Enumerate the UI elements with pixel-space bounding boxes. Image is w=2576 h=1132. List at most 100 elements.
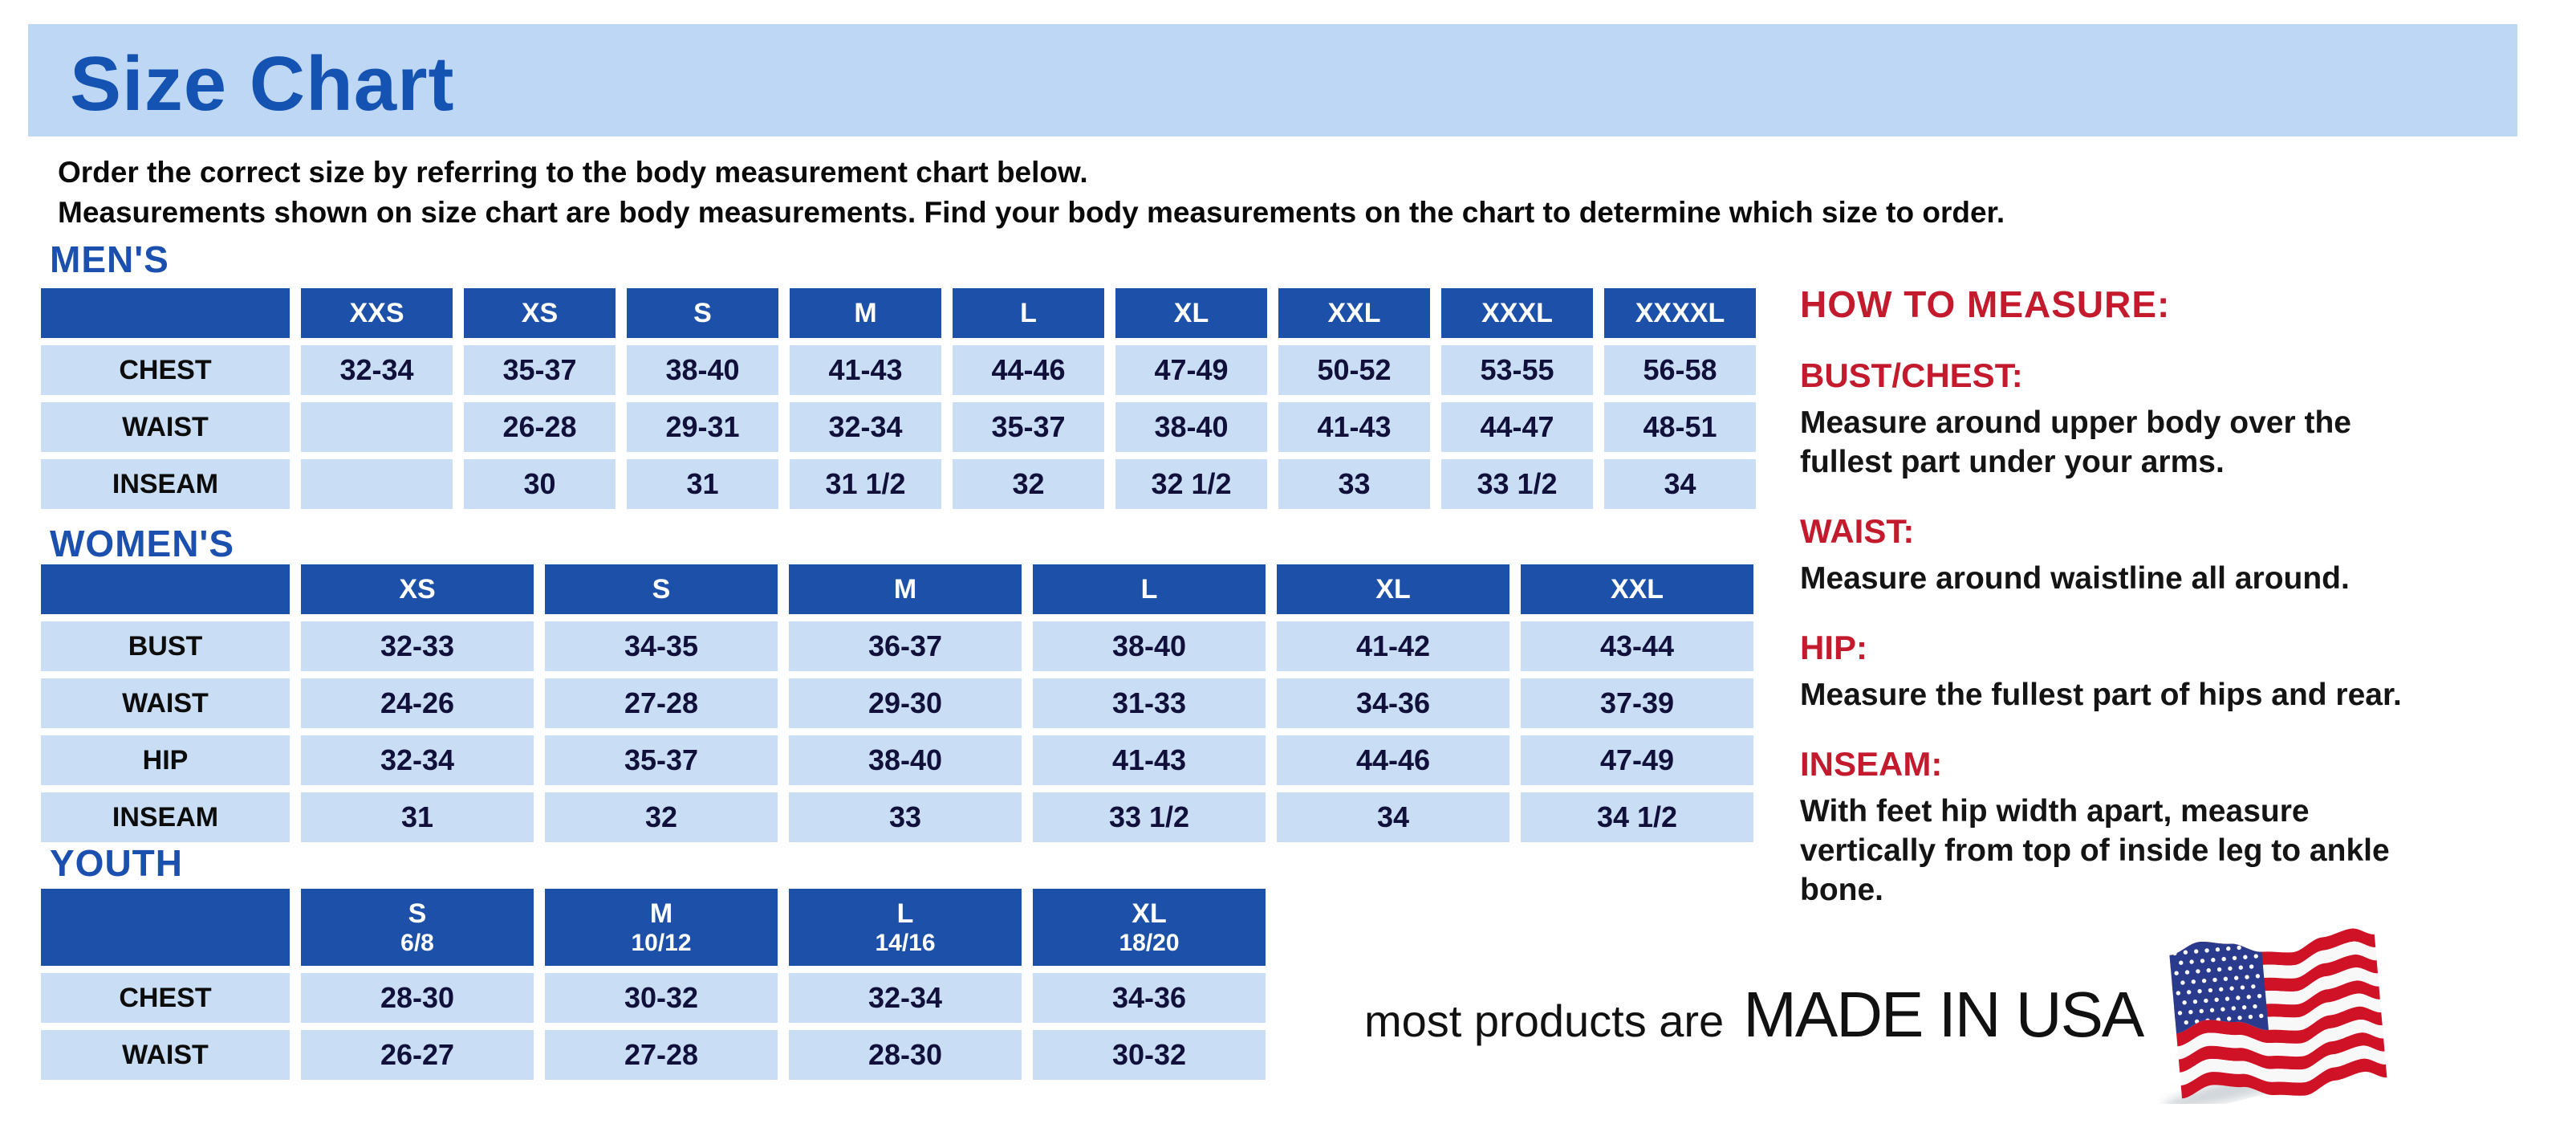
how-to-measure-heading: HOW TO MEASURE: [1800,283,2171,325]
mens-cell-waist-4: 35-37 [953,402,1104,452]
intro-text: Order the correct size by referring to t… [58,153,2005,233]
youth-cell-chest-2: 32-34 [789,973,1022,1023]
measure-text-hip: Measure the fullest part of hips and rea… [1800,678,2402,712]
womens-cell-waist-4: 34-36 [1277,678,1509,728]
womens-header-row: XS S M L XL XXL [41,564,1753,614]
womens-column-label: M [893,573,917,605]
made-in-prefix: most products are [1364,996,1725,1046]
mens-cell-waist-0 [301,402,453,452]
youth-cell-chest-3: 34-36 [1033,973,1266,1023]
youth-column-sublabel: 6/8 [400,929,434,956]
flag-stripe [2169,928,2376,969]
mens-column-label: XXXXL [1635,297,1725,328]
womens-cell-bust-0: 32-33 [301,621,534,671]
flag-stripe [2176,1006,2383,1047]
womens-cell-inseam-3: 33 1/2 [1033,792,1266,842]
youth-row-chest: CHEST 28-30 30-32 32-34 34-36 [41,973,1266,1023]
flag-stripe [2177,1020,2384,1060]
womens-row-inseam: INSEAM 31 32 33 33 1/2 34 34 1/2 [41,792,1753,842]
flag-canton [2169,942,2269,1034]
womens-row-label-hip: HIP [41,735,290,785]
womens-row-waist: WAIST 24-26 27-28 29-30 31-33 34-36 37-39 [41,678,1753,728]
flag-stars [2172,944,2264,1025]
womens-row-label-bust: BUST [41,621,290,671]
womens-cell-hip-5: 47-49 [1521,735,1753,785]
mens-cell-waist-1: 26-28 [464,402,616,452]
youth-column-header-s: S 6/8 [301,889,534,966]
made-in-usa-text: MADE IN USA [1743,979,2144,1050]
mens-row-inseam: INSEAM 30 31 31 1/2 32 32 1/2 33 33 1/2 34 [41,459,1756,509]
mens-cell-chest-6: 50-52 [1278,345,1430,395]
womens-cell-bust-3: 38-40 [1033,621,1266,671]
mens-column-header-l: L [953,288,1104,338]
mens-cell-chest-2: 38-40 [627,345,778,395]
youth-column-label: S [408,898,427,929]
womens-cell-bust-5: 43-44 [1521,621,1753,671]
womens-column-label: XS [399,573,436,605]
measure-label-waist: WAIST: [1800,512,1915,550]
mens-column-label: L [1020,297,1037,328]
womens-cell-hip-3: 41-43 [1033,735,1266,785]
mens-column-header-xs: XS [464,288,616,338]
mens-column-header-xl: XL [1115,288,1267,338]
flag-stripe [2170,941,2377,982]
flag-stripe [2180,1058,2387,1099]
mens-row-label-waist: WAIST [41,402,290,452]
youth-column-header-m: M 10/12 [545,889,778,966]
mens-column-header-m: M [790,288,941,338]
mens-cell-chest-8: 56-58 [1604,345,1756,395]
womens-cell-waist-0: 24-26 [301,678,534,728]
made-in-usa-line: most products are MADE IN USA [1364,978,2144,1052]
flag-stripe [2175,993,2382,1034]
mens-column-header-s: S [627,288,778,338]
womens-column-header-xl: XL [1277,564,1509,614]
flag-stripe [2172,954,2379,995]
youth-cell-waist-2: 28-30 [789,1030,1022,1080]
measure-label-bust-chest: BUST/CHEST: [1800,356,2023,394]
measure-text-waist: Measure around waistline all around. [1800,561,2350,596]
mens-cell-inseam-5: 32 1/2 [1115,459,1267,509]
youth-column-header-xl: XL 18/20 [1033,889,1266,966]
mens-row-label-chest: CHEST [41,345,290,395]
mens-cell-inseam-4: 32 [953,459,1104,509]
womens-cell-waist-1: 27-28 [545,678,778,728]
mens-cell-inseam-2: 31 [627,459,778,509]
youth-cell-chest-0: 28-30 [301,973,534,1023]
mens-corner-cell [41,288,290,338]
youth-size-table: S 6/8 M 10/12 L 14/16 XL 18/20 CHEST 28-30 30-32 32… [30,882,1277,1087]
womens-cell-inseam-2: 33 [789,792,1022,842]
womens-column-header-s: S [545,564,778,614]
mens-cell-inseam-0 [301,459,453,509]
youth-row-waist: WAIST 26-27 27-28 28-30 30-32 [41,1030,1266,1080]
mens-cell-waist-7: 44-47 [1441,402,1593,452]
how-to-measure-panel: HOW TO MEASURE: BUST/CHEST: Measure arou… [1800,283,2554,910]
womens-column-header-m: M [789,564,1022,614]
womens-cell-hip-1: 35-37 [545,735,778,785]
womens-column-label: L [1140,573,1158,605]
womens-column-header-xxl: XXL [1521,564,1753,614]
measure-text-bust-chest: Measure around upper body over the fulle… [1800,405,2351,479]
measure-text-inseam: With feet hip width apart, measure verti… [1800,794,2390,907]
mens-size-table: XXS XS S M L XL XXL XXXL XXXXL CHEST 32-34 35-37 38-… [30,281,1767,516]
mens-column-label: XS [521,297,559,328]
youth-row-label-chest: CHEST [41,973,290,1023]
youth-column-sublabel: 18/20 [1119,929,1180,956]
mens-cell-waist-5: 38-40 [1115,402,1267,452]
title-banner: Size Chart [28,24,2517,136]
mens-column-header-xxxxl: XXXXL [1604,288,1756,338]
measure-label-inseam: INSEAM: [1800,745,1943,783]
womens-column-label: S [652,573,671,605]
section-heading-mens: MEN'S [50,238,169,280]
womens-cell-hip-2: 38-40 [789,735,1022,785]
mens-column-label: XL [1173,297,1209,328]
womens-cell-waist-3: 31-33 [1033,678,1266,728]
mens-cell-waist-6: 41-43 [1278,402,1430,452]
mens-cell-waist-8: 48-51 [1604,402,1756,452]
youth-cell-waist-0: 26-27 [301,1030,534,1080]
section-heading-womens: WOMEN'S [50,523,235,564]
womens-cell-hip-0: 32-34 [301,735,534,785]
mens-cell-chest-3: 41-43 [790,345,941,395]
measure-label-hip: HIP: [1800,629,1867,666]
mens-column-label: XXL [1327,297,1381,328]
